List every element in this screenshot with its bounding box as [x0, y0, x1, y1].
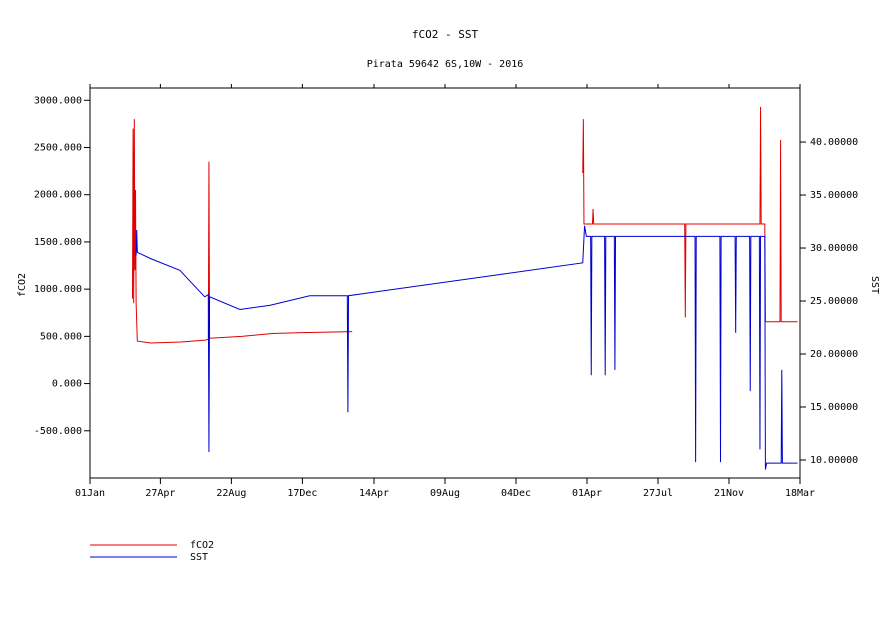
y-tick-label: 2500.000	[34, 142, 82, 153]
x-tick-label: 22Aug	[216, 488, 246, 499]
y2-tick-label: 10.00000	[810, 455, 858, 466]
y2-tick-label: 35.00000	[810, 190, 858, 201]
legend-label: SST	[190, 552, 208, 563]
x-tick-label: 09Aug	[430, 488, 460, 499]
x-tick-label: 01Jan	[75, 488, 105, 499]
chart-title: fCO2 - SST	[412, 28, 479, 41]
y2-tick-label: 25.00000	[810, 296, 858, 307]
data-line	[135, 225, 798, 470]
y2-tick-label: 40.00000	[810, 137, 858, 148]
legend-label: fCO2	[190, 540, 214, 551]
y2-tick-label: 15.00000	[810, 402, 858, 413]
y2-axis-label: SST	[869, 276, 880, 294]
x-tick-label: 04Dec	[501, 488, 531, 499]
x-tick-label: 27Jul	[643, 488, 673, 499]
y2-tick-label: 20.00000	[810, 349, 858, 360]
y-tick-label: -500.000	[34, 426, 82, 437]
y-tick-label: 2000.000	[34, 190, 82, 201]
y-tick-label: 500.000	[40, 331, 82, 342]
data-line	[131, 106, 798, 344]
plot-frame	[89, 87, 801, 479]
x-tick-label: 01Apr	[572, 488, 602, 499]
y-axis-label: fCO2	[17, 273, 28, 297]
x-tick-label: 14Apr	[359, 488, 389, 499]
y-tick-label: 3000.000	[34, 95, 82, 106]
x-tick-label: 21Nov	[714, 488, 744, 499]
chart-subtitle: Pirata 59642 6S,10W - 2016	[367, 59, 524, 70]
y-tick-label: 0.000	[52, 379, 82, 390]
y2-tick-label: 30.00000	[810, 243, 858, 254]
x-tick-label: 18Mar	[785, 488, 815, 499]
y-tick-label: 1500.000	[34, 237, 82, 248]
x-tick-label: 27Apr	[145, 488, 175, 499]
x-tick-label: 17Dec	[287, 488, 317, 499]
y-tick-label: 1000.000	[34, 284, 82, 295]
